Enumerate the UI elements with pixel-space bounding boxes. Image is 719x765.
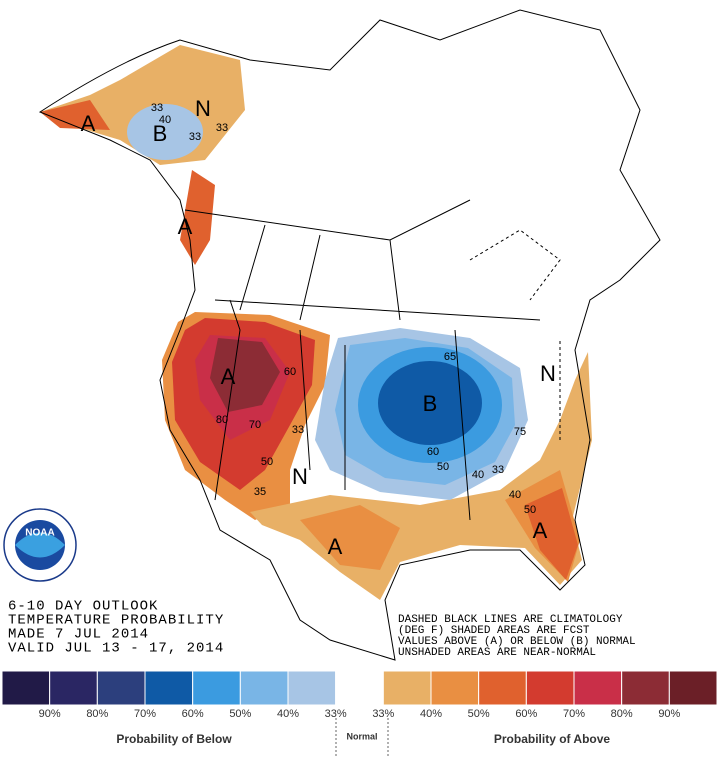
legend-label: 80% (86, 708, 108, 720)
region-label: N (292, 464, 308, 489)
contour-label: 60 (284, 366, 296, 378)
region-label: A (178, 214, 193, 239)
legend: Probability of Below Normal Probability … (1, 670, 718, 758)
header-line: VALID JUL 13 - 17, 2014 (8, 641, 224, 657)
note-line: UNSHADED AREAS ARE NEAR-NORMAL (398, 647, 596, 659)
legend-swatch (144, 670, 194, 706)
contour-label: 50 (524, 504, 536, 516)
contour-label: 33 (492, 464, 504, 476)
noaa-logo: NOAA (3, 508, 77, 582)
note: DASHED BLACK LINES ARE CLIMATOLOGY(DEG F… (398, 614, 636, 659)
contour-label: 40 (472, 469, 484, 481)
legend-swatch (525, 670, 575, 706)
contour-label: 33 (151, 102, 163, 114)
contour-label: 50 (261, 456, 273, 468)
note-line: VALUES ABOVE (A) OR BELOW (B) NORMAL (398, 636, 636, 648)
legend-swatch (621, 670, 670, 706)
legend-swatch (49, 670, 98, 706)
legend-label: 80% (611, 708, 633, 720)
legend-label: 70% (563, 708, 585, 720)
legend-swatch (668, 670, 718, 706)
region-label: B (153, 121, 168, 146)
contour-label: 33 (189, 131, 201, 143)
contour-label: 50 (437, 461, 449, 473)
region-label: A (328, 534, 343, 559)
legend-label: 70% (134, 708, 156, 720)
legend-swatch (478, 670, 527, 706)
shaded-areas (40, 45, 592, 600)
region-label: A (221, 364, 236, 389)
contour-label: 75 (514, 426, 526, 438)
note-line: DASHED BLACK LINES ARE CLIMATOLOGY (398, 614, 623, 626)
logo-text: NOAA (25, 528, 54, 539)
legend-label: 90% (39, 708, 61, 720)
legend-label: 40% (277, 708, 299, 720)
header-line: 6-10 DAY OUTLOOK (8, 599, 158, 615)
legend-swatch (287, 670, 337, 706)
legend-label: 60% (182, 708, 204, 720)
region-label: A (81, 111, 96, 136)
legend-label: 60% (515, 708, 537, 720)
below-title: Probability of Below (116, 732, 232, 746)
header-line: MADE 7 JUL 2014 (8, 627, 149, 643)
legend-label: 40% (420, 708, 442, 720)
normal-title: Normal (346, 731, 377, 741)
legend-label: 50% (229, 708, 251, 720)
contour-label: 33 (216, 122, 228, 134)
legend-label: 50% (468, 708, 490, 720)
region-label: A (533, 518, 548, 543)
contour-label: 60 (427, 446, 439, 458)
legend-label: 33% (372, 708, 394, 720)
header-line: TEMPERATURE PROBABILITY (8, 613, 224, 629)
legend-label: 33% (325, 708, 347, 720)
legend-swatch (430, 670, 480, 706)
contour-label: 33 (292, 424, 304, 436)
note-line: (DEG F) SHADED AREAS ARE FCST (398, 625, 590, 637)
region-label: B (423, 391, 438, 416)
region-label: N (195, 96, 211, 121)
legend-swatch (1, 670, 51, 706)
region-label: N (540, 361, 556, 386)
legend-swatch (239, 670, 289, 706)
above-title: Probability of Above (494, 732, 611, 746)
contour-label: 35 (254, 486, 266, 498)
legend-swatch (192, 670, 241, 706)
contour-label: 65 (444, 351, 456, 363)
legend-swatch (335, 670, 384, 706)
legend-swatch (573, 670, 623, 706)
contour-label: 40 (159, 114, 171, 126)
contour-label: 80 (216, 414, 228, 426)
legend-swatch (96, 670, 146, 706)
legend-label: 90% (658, 708, 680, 720)
contour-label: 70 (249, 419, 261, 431)
contour-label: 40 (509, 489, 521, 501)
map-outlines (38, 9, 661, 661)
legend-swatch (382, 670, 432, 706)
